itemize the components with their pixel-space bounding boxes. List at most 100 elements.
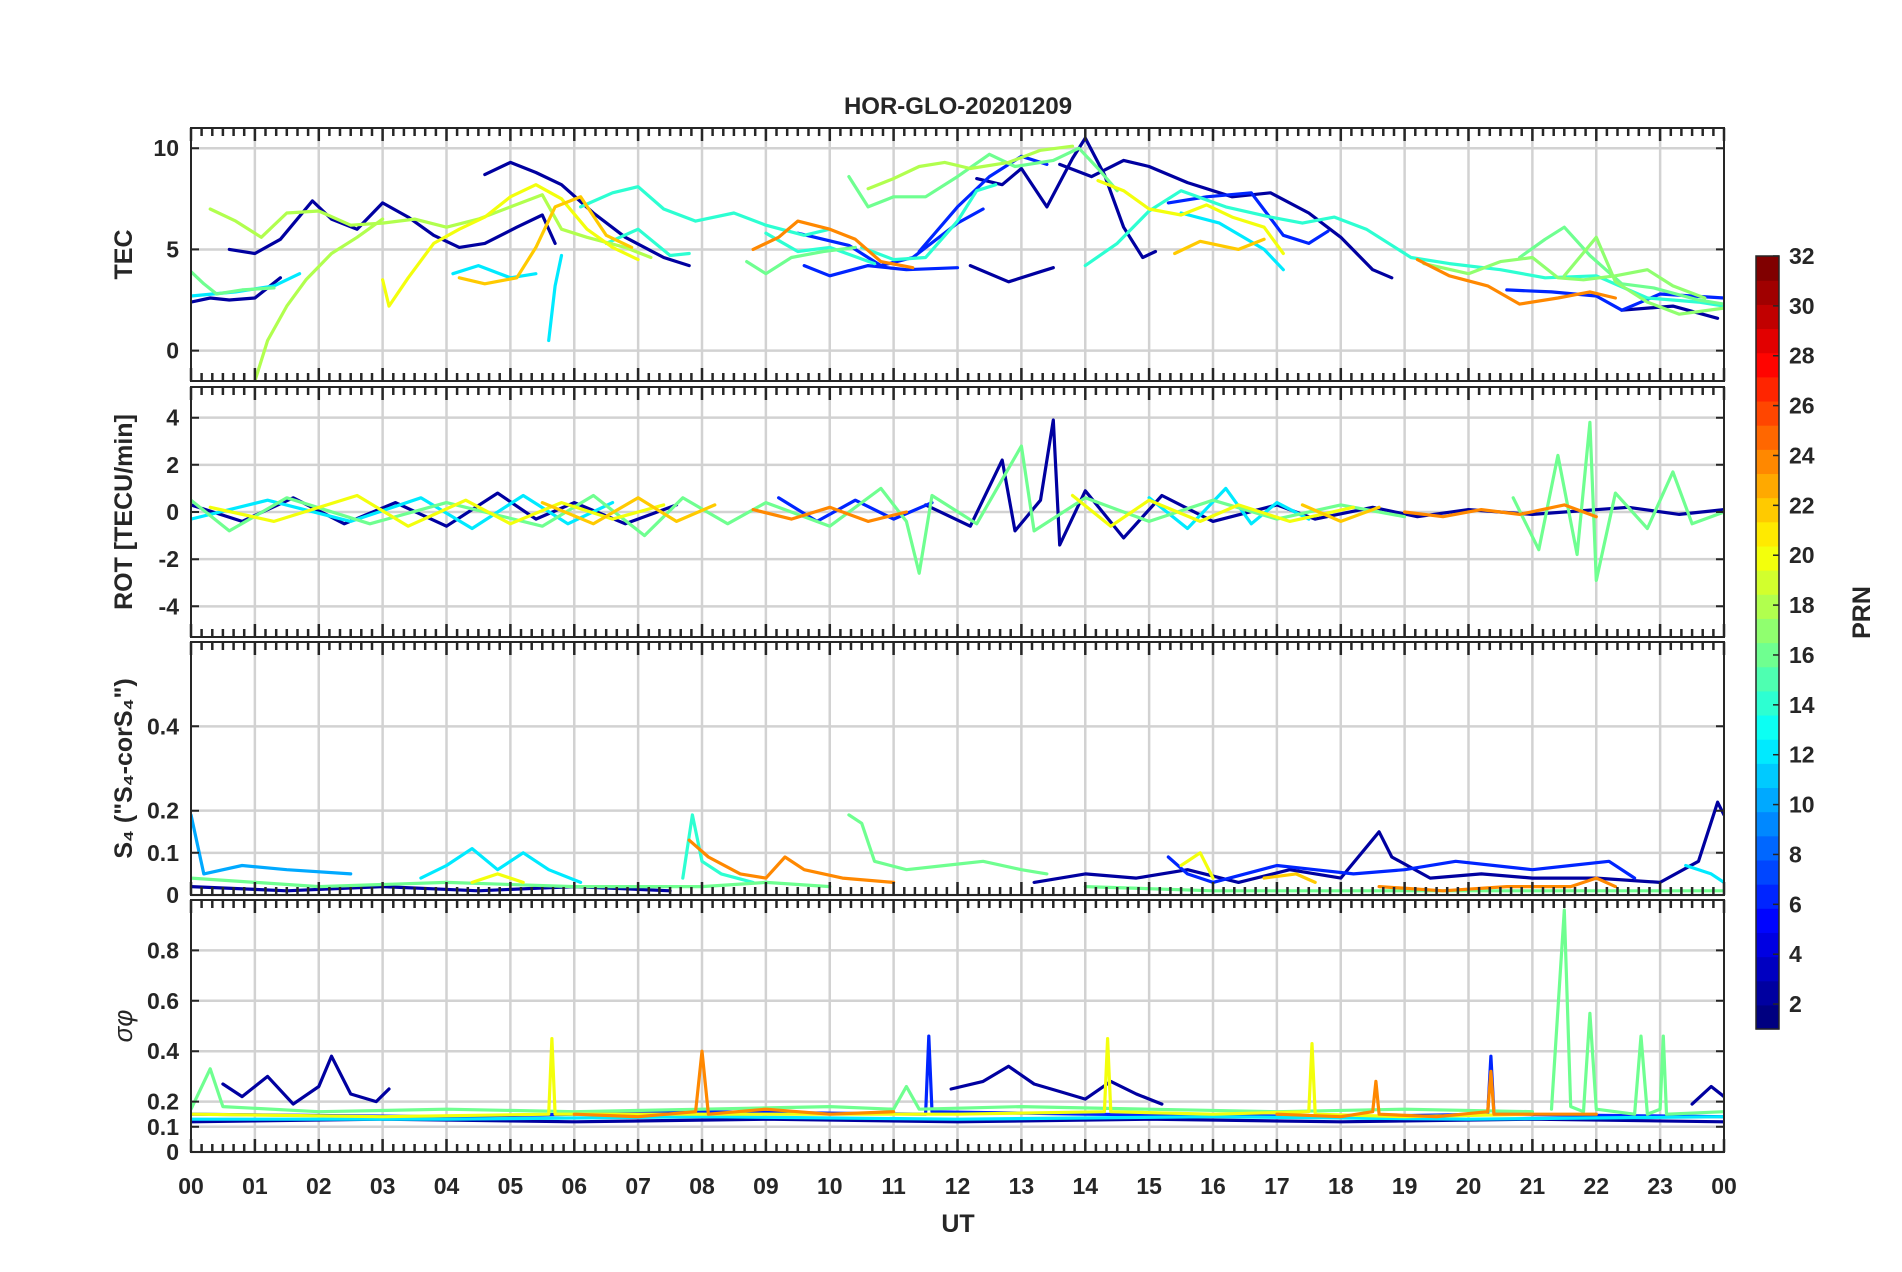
- rot-y-tick-label: 4: [166, 405, 179, 431]
- rot-y-tick-label: -2: [159, 546, 179, 572]
- tec-y-tick-label: 0: [166, 338, 179, 364]
- x-tick-label: 12: [945, 1173, 971, 1199]
- x-tick-label: 17: [1264, 1173, 1290, 1199]
- colorbar-segment: [1756, 739, 1779, 764]
- tec-series-prn-2: [191, 276, 282, 304]
- colorbar-segment: [1756, 473, 1779, 499]
- colorbar-segment: [1756, 425, 1779, 450]
- rot-series-prn-22: [1300, 503, 1381, 523]
- sigma-series-prn-20: [191, 1037, 1534, 1119]
- colorbar-tick-label: 6: [1789, 891, 1802, 917]
- sigma-y-ticks: [191, 949, 1724, 1153]
- x-tick-label: 01: [242, 1173, 268, 1199]
- rot-series-prn-12: [191, 493, 615, 531]
- colorbar-frame: [1755, 255, 1780, 1030]
- tec-series-prn-6: [917, 154, 1049, 254]
- rot-y-tick-label: -4: [159, 593, 180, 619]
- tec-series-prn-18: [208, 193, 653, 260]
- x-tick-label: 04: [434, 1173, 460, 1199]
- colorbar-tick-label: 4: [1789, 941, 1802, 967]
- s4-series-prn-14: [681, 813, 755, 884]
- x-tick-label: 03: [370, 1173, 396, 1199]
- tec-series-prn-14: [579, 185, 832, 237]
- tec-series-prn-2: [1620, 304, 1720, 320]
- x-axis-label: UT: [941, 1210, 974, 1238]
- colorbar-segment: [1756, 811, 1779, 837]
- tec-series-prn-12: [547, 253, 564, 343]
- s4-y-axis-label: S₄ ("S₄-corS₄"): [110, 678, 138, 858]
- tec-series-prn-20: [1096, 179, 1285, 256]
- colorbar-tick-label: 26: [1789, 393, 1815, 419]
- tec-series-prn-2: [227, 199, 557, 256]
- x-tick-label: 10: [817, 1173, 843, 1199]
- colorbar-segment: [1756, 908, 1779, 933]
- x-tick-label: 08: [689, 1173, 715, 1199]
- colorbar-segment: [1756, 932, 1779, 958]
- panel-tec: 0 5 10 TEC: [110, 127, 1726, 382]
- colorbar-segment: [1756, 449, 1779, 475]
- colorbar-segment: [1756, 280, 1779, 305]
- panel-s4: 0 0.1 0.2 0.4 S₄ ("S₄-corS₄"): [110, 641, 1726, 908]
- x-tick-label: 07: [625, 1173, 651, 1199]
- colorbar-tick-label: 18: [1789, 592, 1815, 618]
- colorbar-tick-label: 28: [1789, 343, 1815, 369]
- tec-series-prn-22: [457, 195, 634, 286]
- tec-series-prn-6: [1505, 288, 1724, 312]
- colorbar-segment: [1756, 376, 1779, 402]
- rot-series-prn-16: [1511, 420, 1724, 582]
- sigma-y-tick-label: 0.6: [147, 988, 179, 1014]
- tec-y-ticks: [191, 147, 1724, 352]
- colorbar-tick-label: 16: [1789, 642, 1815, 668]
- s4-series-prn-22: [1262, 872, 1317, 884]
- colorbar-tick-label: 24: [1789, 442, 1815, 468]
- sigma-series-prn-2: [1690, 1084, 1724, 1106]
- s4-y-tick-label: 0: [166, 882, 179, 908]
- rot-y-axis-label: ROT [TECU/min]: [110, 414, 138, 610]
- tec-series-prn-14: [860, 183, 998, 262]
- tec-x-ticks: [189, 128, 1726, 381]
- colorbar-segment: [1756, 642, 1779, 668]
- rot-y-tick-label: 2: [166, 452, 179, 478]
- rot-series-prn-24: [751, 505, 908, 523]
- tec-y-axis-label: TEC: [110, 230, 138, 280]
- tec-series-prn-20: [381, 183, 640, 308]
- sigma-series-prn-2: [949, 1064, 1164, 1106]
- s4-series-prn-12: [1684, 863, 1724, 884]
- x-tick-label: 23: [1647, 1173, 1673, 1199]
- tec-series-prn-6: [802, 264, 960, 278]
- colorbar-label: PRN: [1848, 586, 1876, 639]
- colorbar-tick-label: 8: [1789, 841, 1802, 867]
- sigma-series-prn-2: [221, 1054, 391, 1106]
- sigma-series-prn-24: [572, 1049, 896, 1119]
- colorbar-segment: [1756, 304, 1779, 330]
- tec-series-prn-16: [1518, 225, 1724, 306]
- colorbar-segment: [1756, 570, 1779, 595]
- panel-sigma: 00.10.2 0.4 0.6 0.8 σφ: [108, 899, 1726, 1165]
- x-tick-label: 20: [1456, 1173, 1482, 1199]
- colorbar-segment: [1756, 521, 1779, 547]
- rot-series-prn-20: [1070, 493, 1356, 528]
- x-tick-label: 13: [1009, 1173, 1035, 1199]
- x-tick-label: 18: [1328, 1173, 1354, 1199]
- sigma-series-prn-16: [191, 1067, 1534, 1114]
- sigma-series-group: [191, 908, 1724, 1124]
- tec-series-prn-18: [866, 144, 1075, 191]
- rot-y-ticks: [191, 416, 1724, 608]
- sigma-series-prn-12: [191, 1115, 1724, 1121]
- s4-series-prn-10: [191, 813, 353, 876]
- colorbar-segment: [1756, 256, 1779, 281]
- colorbar-segment: [1756, 545, 1779, 571]
- colorbar-segment: [1756, 352, 1779, 378]
- colorbar-segment: [1756, 884, 1779, 909]
- tec-series-prn-12: [1179, 211, 1285, 272]
- rot-series-prn-20: [208, 493, 666, 528]
- colorbar-tick-label: 32: [1789, 243, 1815, 269]
- sigma-series-prn-16: [1549, 908, 1724, 1116]
- tec-series-prn-14: [764, 231, 877, 266]
- tec-series-prn-2: [1058, 158, 1394, 280]
- x-tick-label: 09: [753, 1173, 779, 1199]
- s4-series-prn-20: [470, 872, 525, 884]
- tec-y-tick-label: 10: [153, 135, 179, 161]
